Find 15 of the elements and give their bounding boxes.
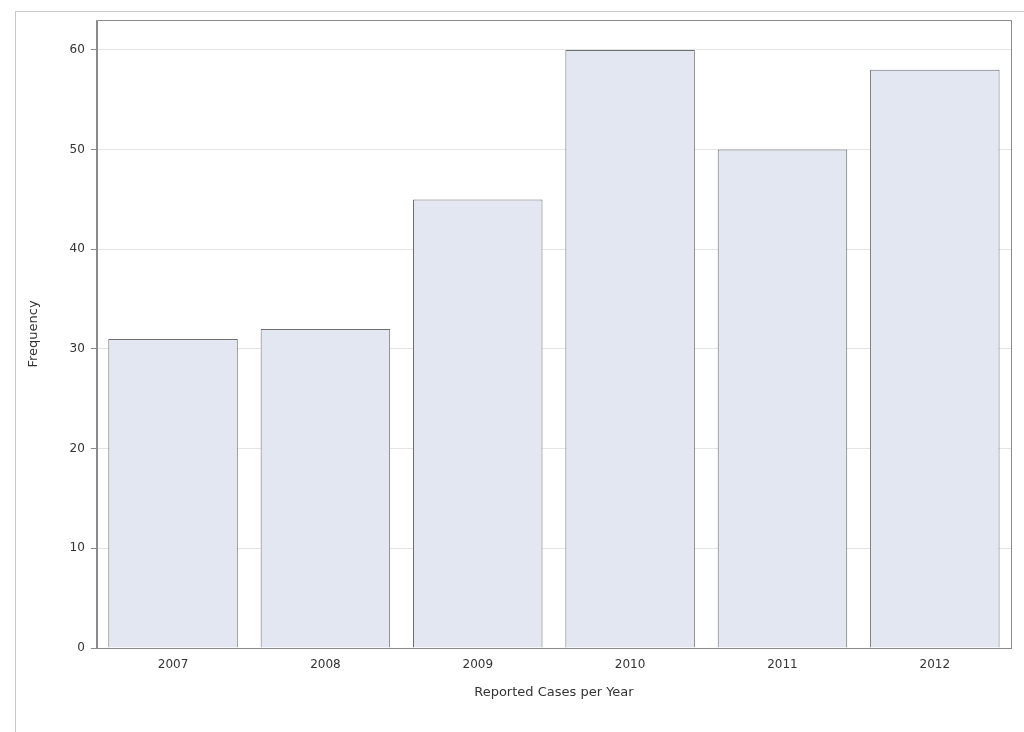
y-axis-title: Frequency xyxy=(25,300,41,368)
y-tick-label: 0 xyxy=(77,640,85,655)
x-tick-label: 2008 xyxy=(310,657,341,672)
x-tick-label: 2007 xyxy=(157,657,189,672)
y-tick-label: 20 xyxy=(69,440,85,455)
y-tick-label: 40 xyxy=(69,241,85,256)
y-tick-label: 60 xyxy=(69,42,85,57)
x-tick-label: 2010 xyxy=(614,657,646,672)
y-tick-label: 50 xyxy=(69,141,85,156)
x-tick-label: 2009 xyxy=(462,657,494,672)
x-axis-title: Reported Cases per Year xyxy=(474,683,635,699)
y-tick-label: 10 xyxy=(69,540,85,555)
x-tick-label: 2012 xyxy=(919,657,951,672)
y-tick-label: 30 xyxy=(69,341,85,356)
x-tick-label: 2011 xyxy=(767,657,798,672)
